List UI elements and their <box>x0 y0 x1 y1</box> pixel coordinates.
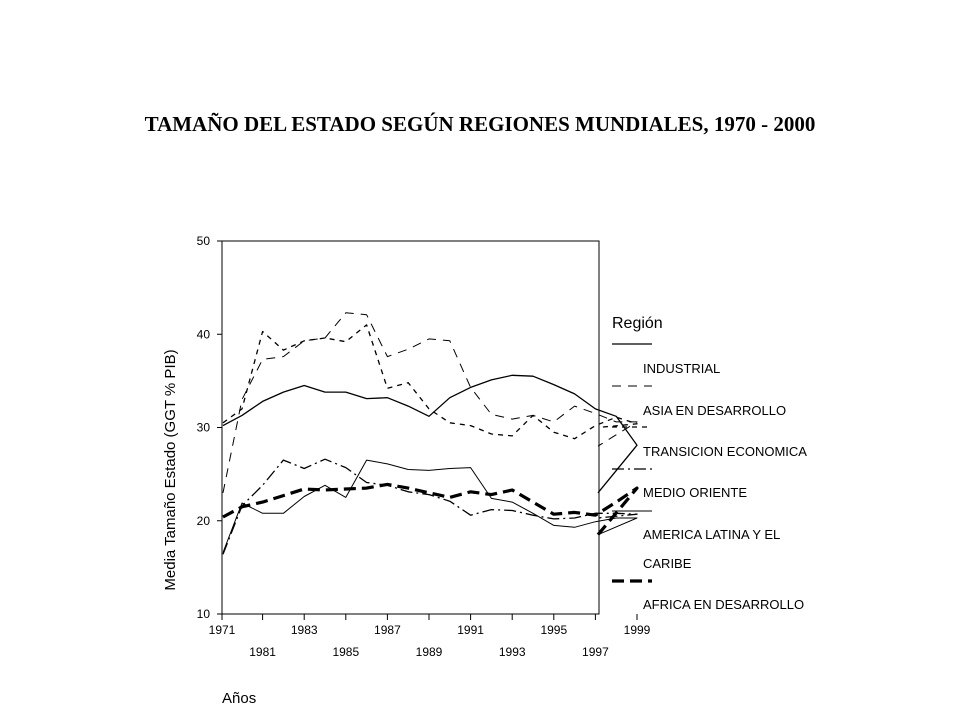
y-axis-title: Media Tamaño Estado (GGT % PIB) <box>162 349 179 590</box>
series-line-asia-en-desarrollo <box>222 312 638 493</box>
x-tick-label: 1983 <box>291 623 318 637</box>
legend-label: CARIBE <box>643 556 692 571</box>
x-tick-label: 1991 <box>457 623 484 637</box>
series-lines <box>222 312 639 555</box>
y-tick-label: 10 <box>197 607 211 621</box>
legend-label: AMERICA LATINA Y EL <box>643 527 780 542</box>
legend-label: MEDIO ORIENTE <box>643 485 747 500</box>
x-axis-title: Años <box>222 690 256 707</box>
series-line-medio-oriente <box>222 458 638 555</box>
x-tick-label: 1985 <box>332 645 359 659</box>
y-axis: 10 20 30 40 50 <box>197 234 222 621</box>
legend-label: TRANSICION ECONOMICA <box>643 444 807 459</box>
x-tick-label: 1999 <box>624 623 651 637</box>
series-line-america-latina-y-el-caribe <box>222 459 638 553</box>
series-line-industrial <box>222 374 638 494</box>
x-axis: 1971 1983 1987 1991 1995 1999 1981 1985 1989 1993… <box>209 614 651 659</box>
x-tick-label: 1989 <box>416 645 443 659</box>
legend: Región INDUSTRIAL ASIA EN DESARROLLO TRANS… <box>612 315 807 612</box>
x-tick-label: 1981 <box>249 645 276 659</box>
plot-frame <box>221 240 600 615</box>
y-tick-label: 50 <box>197 234 211 248</box>
legend-label: AFRICA EN DESARROLLO <box>643 597 804 612</box>
x-tick-label: 1997 <box>582 645 609 659</box>
x-tick-label: 1993 <box>499 645 526 659</box>
x-tick-label: 1995 <box>540 623 567 637</box>
series-line-transicion-economica <box>222 324 638 440</box>
x-tick-label: 1987 <box>374 623 401 637</box>
y-tick-label: 20 <box>197 514 211 528</box>
y-tick-label: 40 <box>197 327 211 341</box>
x-tick-label: 1971 <box>209 623 236 637</box>
page-title: TAMAÑO DEL ESTADO SEGÚN REGIONES MUNDIAL… <box>144 112 816 136</box>
y-tick-label: 30 <box>197 421 211 435</box>
legend-label: INDUSTRIAL <box>643 361 720 376</box>
legend-title: Región <box>612 315 663 332</box>
series-line-africa-en-desarrollo <box>222 482 639 536</box>
legend-label: ASIA EN DESARROLLO <box>643 403 786 418</box>
